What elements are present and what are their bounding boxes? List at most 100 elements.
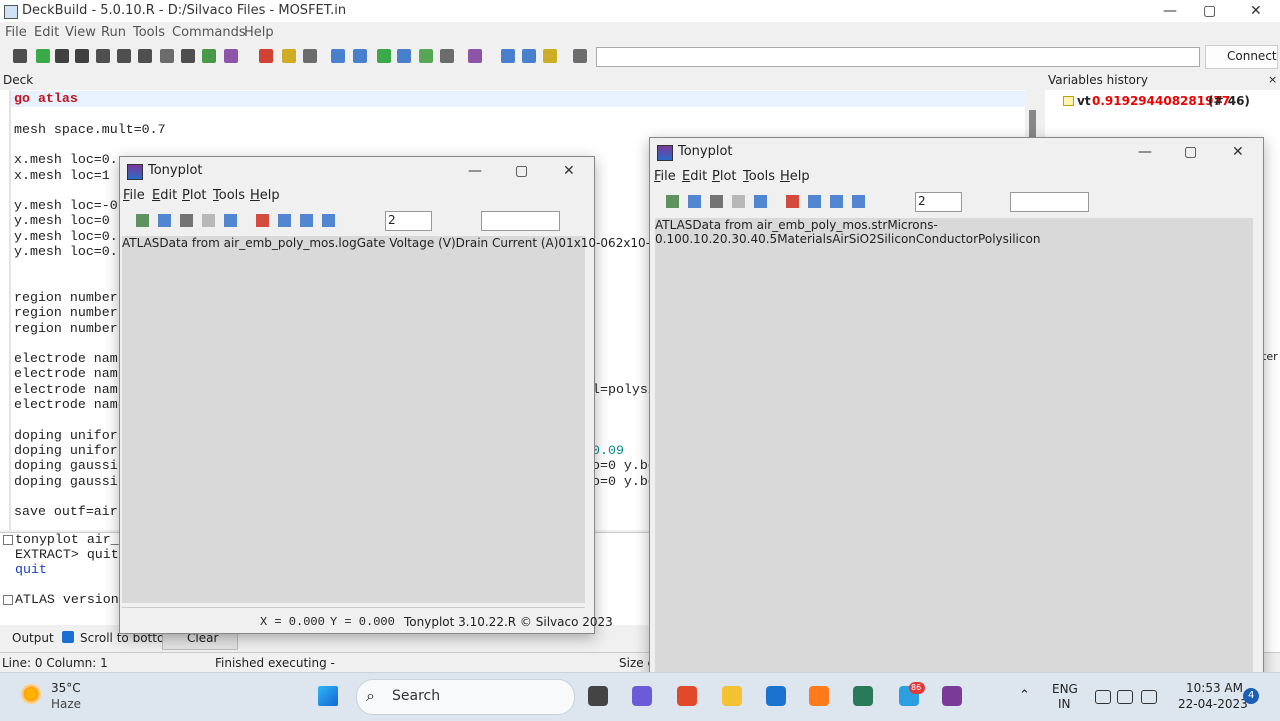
- toolbar-button[interactable]: [96, 49, 110, 63]
- toolbar-button[interactable]: [808, 195, 821, 208]
- toolbar-button[interactable]: [710, 195, 723, 208]
- window-control[interactable]: —: [1138, 144, 1152, 160]
- menu-item[interactable]: File: [123, 188, 145, 203]
- window-control[interactable]: ▢: [515, 163, 529, 179]
- connect-button[interactable]: [1205, 45, 1278, 69]
- toolbar-button[interactable]: [117, 49, 131, 63]
- menu-item[interactable]: Commands: [172, 25, 246, 40]
- toolbar-button[interactable]: [522, 49, 536, 63]
- toolbar-button[interactable]: [830, 195, 843, 208]
- menu-item[interactable]: Plot: [712, 169, 737, 184]
- toolbar-button[interactable]: [138, 49, 152, 63]
- taskbar-app[interactable]: [722, 686, 742, 706]
- tray-icon[interactable]: [1095, 690, 1111, 704]
- search-box[interactable]: [356, 679, 575, 715]
- toolbar-button[interactable]: [136, 214, 149, 227]
- weather-icon[interactable]: [21, 684, 41, 704]
- toolbar-button[interactable]: [353, 49, 367, 63]
- toolbar-button[interactable]: [732, 195, 745, 208]
- taskbar-app[interactable]: [853, 686, 873, 706]
- toolbar-button[interactable]: [256, 214, 269, 227]
- title-bar: [0, 0, 1280, 22]
- panel-close[interactable]: ×: [1268, 73, 1278, 86]
- notification-badge[interactable]: [1243, 688, 1259, 704]
- window-control[interactable]: ✕: [1232, 144, 1244, 160]
- toolbar-button[interactable]: [259, 49, 273, 63]
- menu-item[interactable]: View: [65, 25, 96, 40]
- menu-item[interactable]: Tools: [743, 169, 776, 184]
- taskbar-app[interactable]: [588, 686, 608, 706]
- toolbar-button[interactable]: [55, 49, 69, 63]
- toolbar-button[interactable]: [419, 49, 433, 63]
- toolbar-button[interactable]: [36, 49, 50, 63]
- scroll-checkbox[interactable]: [62, 631, 74, 643]
- toolbar-button[interactable]: [202, 49, 216, 63]
- taskbar-app[interactable]: [632, 686, 652, 706]
- y-tick-label: 0.5: [758, 232, 778, 246]
- zoom-spin[interactable]: [385, 211, 432, 231]
- menu-item[interactable]: Edit: [34, 25, 60, 40]
- window-control[interactable]: ▢: [1184, 144, 1198, 160]
- window-control[interactable]: ▢: [1203, 3, 1217, 19]
- toolbar-button[interactable]: [75, 49, 89, 63]
- toolbar-button[interactable]: [282, 49, 296, 63]
- zoom-spin[interactable]: [915, 192, 962, 212]
- toolbar-button[interactable]: [468, 49, 482, 63]
- toolbar-button[interactable]: [331, 49, 345, 63]
- window-control[interactable]: ✕: [1250, 3, 1262, 19]
- toolbar-button[interactable]: [377, 49, 391, 63]
- toolbar-button[interactable]: [202, 214, 215, 227]
- toolbar-button[interactable]: [666, 195, 679, 208]
- menu-item[interactable]: Help: [250, 188, 280, 203]
- toolbar-button[interactable]: [300, 214, 313, 227]
- toolbar-button[interactable]: [786, 195, 799, 208]
- toolbar-button[interactable]: [181, 49, 195, 63]
- menu-item[interactable]: Plot: [182, 188, 207, 203]
- toolbar-button[interactable]: [688, 195, 701, 208]
- taskbar-app[interactable]: [942, 686, 962, 706]
- toolbar-button[interactable]: [852, 195, 865, 208]
- toolbar-button[interactable]: [303, 49, 317, 63]
- toolbar-button[interactable]: [322, 214, 335, 227]
- code-line: go atlas: [14, 91, 78, 106]
- output-tab[interactable]: Output: [12, 631, 54, 645]
- code-line: y.mesh loc=-0: [14, 198, 118, 214]
- taskbar-app[interactable]: [766, 686, 786, 706]
- toolbar-button[interactable]: [501, 49, 515, 63]
- tray-icon[interactable]: [1117, 690, 1133, 704]
- toolbar-button[interactable]: [543, 49, 557, 63]
- tray-icon[interactable]: [1141, 690, 1157, 704]
- toolbar-button[interactable]: [13, 49, 27, 63]
- toolbar-button[interactable]: [754, 195, 767, 208]
- menu-item[interactable]: Tools: [213, 188, 246, 203]
- toolbar-button[interactable]: [160, 49, 174, 63]
- command-combo[interactable]: [596, 47, 1200, 67]
- code-line-tail: 0.09: [592, 442, 624, 458]
- menu-item[interactable]: Help: [244, 25, 274, 40]
- taskbar-app[interactable]: [677, 686, 697, 706]
- toolbar-button[interactable]: [397, 49, 411, 63]
- plot-combo[interactable]: [1010, 192, 1089, 212]
- start-button[interactable]: [318, 686, 338, 706]
- toolbar-button[interactable]: [224, 49, 238, 63]
- toolbar-button[interactable]: [440, 49, 454, 63]
- window-control[interactable]: —: [1163, 3, 1177, 19]
- toolbar-button[interactable]: [278, 214, 291, 227]
- taskbar-app[interactable]: [809, 686, 829, 706]
- toolbar-button[interactable]: [573, 49, 587, 63]
- toolbar-button[interactable]: [224, 214, 237, 227]
- window-control[interactable]: —: [468, 163, 482, 179]
- menu-item[interactable]: Help: [780, 169, 810, 184]
- toolbar-button[interactable]: [158, 214, 171, 227]
- menu-item[interactable]: Edit: [152, 188, 178, 203]
- menu-item[interactable]: Edit: [682, 169, 708, 184]
- toolbar-button[interactable]: [180, 214, 193, 227]
- menu-item[interactable]: Run: [101, 25, 126, 40]
- plot-combo[interactable]: [481, 211, 560, 231]
- variables-title: Variables history: [1048, 73, 1148, 87]
- tray-overflow[interactable]: ⌃: [1019, 688, 1030, 703]
- window-control[interactable]: ✕: [563, 163, 575, 179]
- menu-item[interactable]: File: [654, 169, 676, 184]
- menu-item[interactable]: Tools: [133, 25, 166, 40]
- menu-item[interactable]: File: [5, 25, 27, 40]
